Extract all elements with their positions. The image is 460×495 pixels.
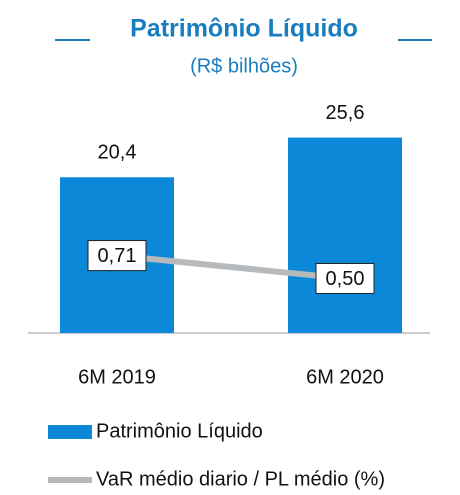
- line: [116, 252, 346, 282]
- data-label: 0,50: [326, 268, 365, 290]
- x-tick-label: 6M 2020: [306, 366, 384, 388]
- legend-swatch: [48, 425, 92, 439]
- bar: [288, 137, 402, 333]
- x-tick-label: 6M 2019: [78, 366, 156, 388]
- data-label: 0,71: [98, 245, 137, 267]
- data-label-box: [87, 240, 147, 272]
- data-label-box: [315, 262, 375, 294]
- data-label: 20,4: [98, 142, 137, 164]
- data-label: 25,6: [326, 102, 365, 124]
- legend-label: Patrimônio Líquido: [96, 420, 263, 442]
- chart-subtitle: (R$ bilhões): [190, 55, 298, 77]
- chart-title: Patrimônio Líquido: [130, 15, 358, 43]
- legend-label: VaR médio diario / PL médio (%): [96, 468, 385, 490]
